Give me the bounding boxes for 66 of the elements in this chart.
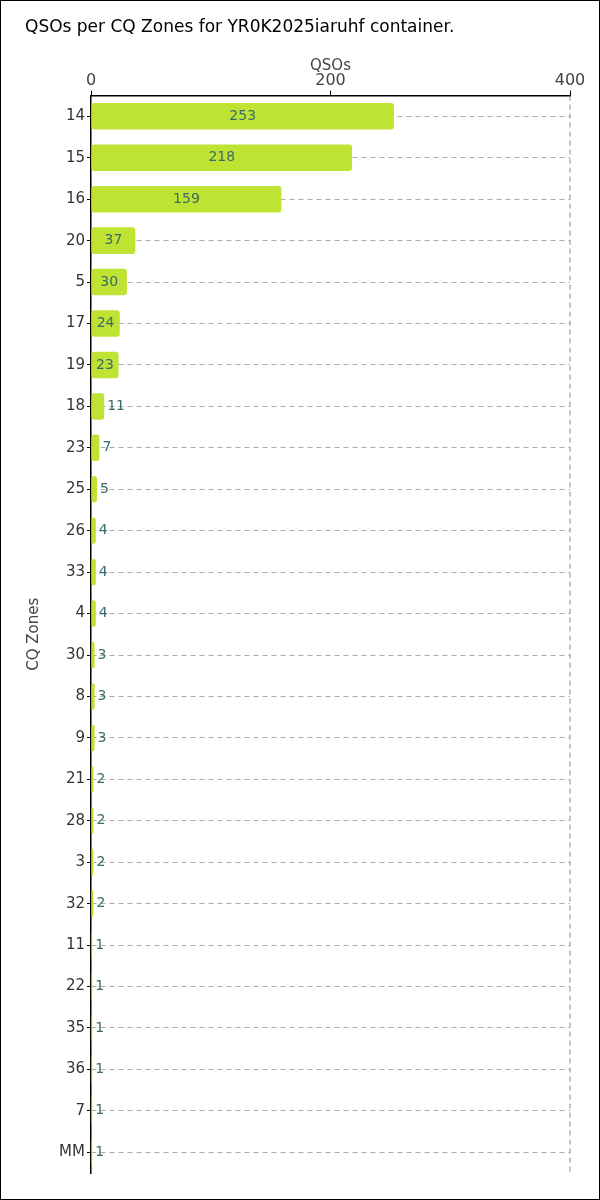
data-label: 2 — [96, 894, 106, 911]
data-label: 1 — [95, 1101, 105, 1118]
x-axis-title: QSOs — [310, 56, 352, 75]
y-tick-label: 33 — [65, 562, 85, 581]
data-label: 1 — [95, 1018, 105, 1035]
bar — [91, 434, 100, 462]
data-label: 5 — [99, 479, 109, 496]
bar — [91, 227, 136, 254]
data-label: 2 — [96, 811, 106, 828]
bar — [91, 393, 105, 420]
data-label: 3 — [97, 645, 107, 662]
y-tick-label: 15 — [65, 147, 85, 166]
y-tick-label: 28 — [65, 810, 85, 829]
data-label: 1 — [95, 935, 105, 952]
y-tick-label: 16 — [65, 189, 85, 208]
y-tick-label: 18 — [65, 396, 85, 415]
y-axis-title: CQ Zones — [23, 597, 42, 671]
data-label: 4 — [98, 562, 108, 579]
x-tick-label: 0 — [85, 70, 97, 90]
data-label: 7 — [102, 438, 112, 455]
data-label: 3 — [97, 728, 107, 745]
bar — [91, 185, 282, 213]
y-tick-label: 11 — [65, 934, 85, 953]
y-tick-label: 30 — [65, 644, 85, 663]
data-label: 1 — [95, 1060, 105, 1077]
y-tick-label: 20 — [65, 230, 85, 249]
data-label: 30 — [100, 272, 119, 289]
data-label: 11 — [107, 397, 125, 414]
data-label: 1 — [95, 1142, 105, 1159]
data-label: 24 — [96, 314, 115, 331]
bar — [91, 517, 96, 544]
chart-title: QSOs per CQ Zones for YR0K2025iaruhf container. — [25, 15, 455, 36]
data-label: 253 — [229, 106, 257, 123]
y-tick-label: MM — [59, 1142, 85, 1161]
bar — [91, 600, 96, 627]
data-label: 1 — [95, 977, 105, 994]
data-label: 159 — [173, 189, 200, 206]
data-label: 2 — [96, 769, 106, 786]
y-tick-label: 22 — [65, 976, 85, 995]
y-tick-label: 19 — [65, 354, 85, 373]
bar — [91, 144, 353, 172]
y-tick-label: 8 — [75, 686, 85, 705]
y-tick-label: 7 — [75, 1100, 85, 1119]
y-tick-label: 3 — [75, 852, 85, 871]
data-label: 218 — [208, 148, 236, 165]
y-tick-label: 17 — [65, 313, 85, 332]
y-tick-label: 21 — [65, 769, 85, 788]
y-tick-label: 4 — [75, 603, 85, 622]
y-tick-label: 25 — [65, 479, 85, 498]
data-label: 23 — [96, 355, 114, 372]
bar — [91, 558, 96, 586]
bar — [91, 103, 394, 130]
y-tick-label: 36 — [65, 1059, 85, 1078]
data-label: 3 — [97, 687, 107, 704]
data-label: 2 — [96, 852, 106, 869]
data-label: 37 — [104, 231, 123, 248]
y-tick-label: 9 — [75, 727, 85, 746]
y-tick-label: 35 — [65, 1017, 85, 1036]
y-tick-label: 23 — [65, 437, 85, 456]
data-label: 4 — [98, 521, 108, 538]
y-tick-label: 26 — [65, 520, 85, 539]
y-tick-label: 14 — [65, 106, 85, 125]
data-label: 4 — [98, 604, 108, 621]
y-tick-label: 5 — [75, 271, 85, 290]
y-tick-label: 32 — [65, 893, 85, 912]
x-tick-label: 400 — [554, 70, 586, 90]
